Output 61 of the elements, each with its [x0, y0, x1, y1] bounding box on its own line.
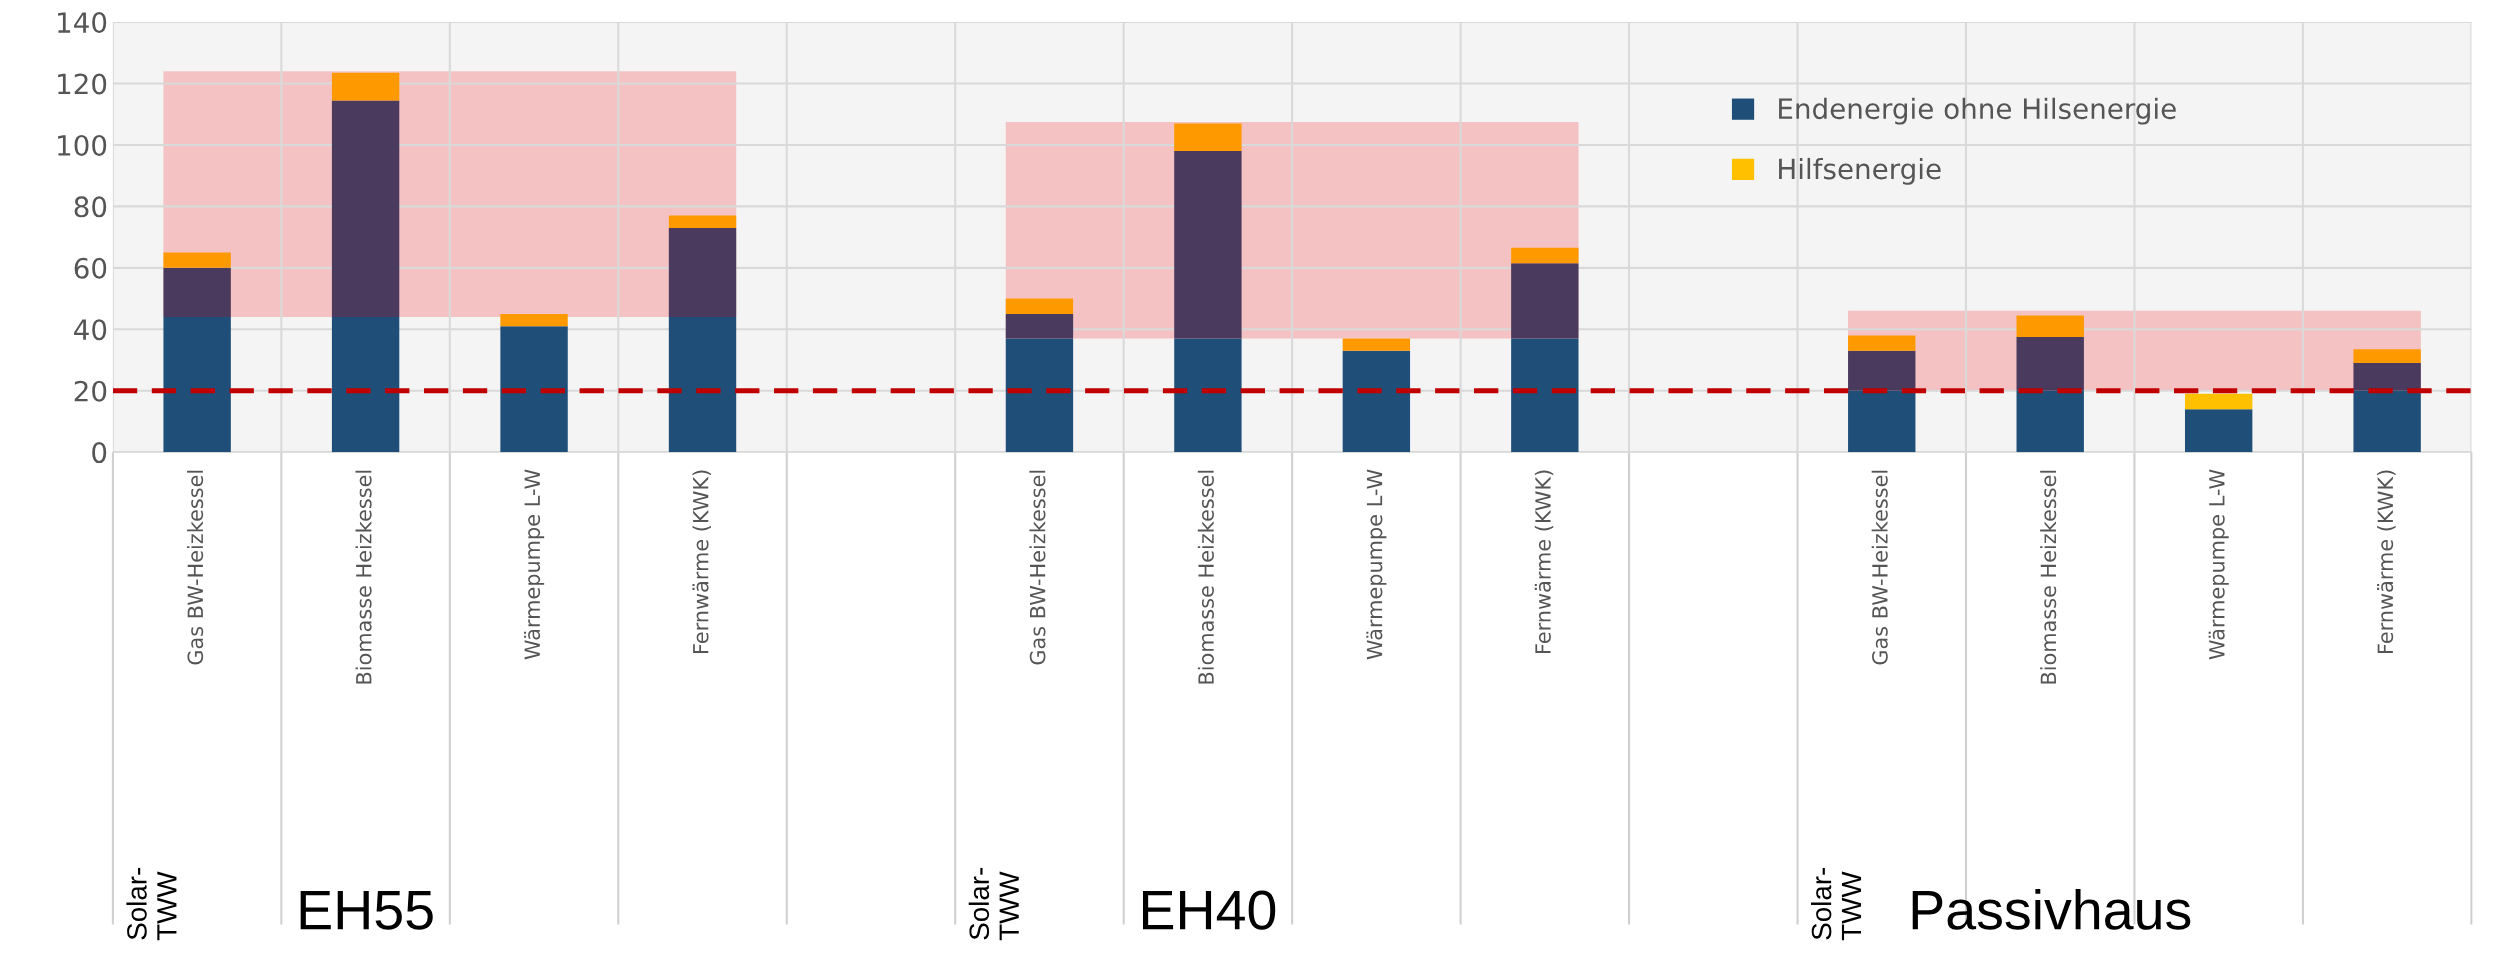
bar [1848, 390, 1916, 453]
text: EH40 [1142, 890, 1276, 930]
bar [331, 100, 400, 317]
y-tick-label: 80 [74, 196, 107, 218]
bar [1848, 350, 1916, 391]
bar [500, 313, 568, 327]
bar [1174, 338, 1242, 453]
x-tick-label: Fernwärme (KWK) [692, 470, 712, 653]
text: Solar- TWW [126, 867, 177, 941]
bar [2353, 390, 2421, 453]
text: Solar- TWW [1811, 867, 1862, 941]
x-tick-label: Wärmepumpe L-W [524, 469, 545, 660]
bar [500, 326, 568, 453]
bar [668, 227, 737, 317]
bar [2353, 363, 2421, 391]
bar [2016, 315, 2084, 337]
bar [1005, 298, 1074, 314]
bar [668, 215, 737, 228]
y-tick-label: 40 [74, 319, 107, 341]
bar [2184, 393, 2253, 410]
bar [1174, 123, 1242, 152]
bar [1174, 151, 1242, 339]
bar [1005, 313, 1074, 339]
y-tick-label: 120 [58, 73, 107, 95]
bar [1511, 247, 1579, 264]
bar [1005, 338, 1074, 453]
x-tick-label: Fernwärme (KWK) [2377, 470, 2396, 653]
bar [331, 316, 400, 453]
bar [1848, 335, 1916, 351]
y-tick-label: 60 [74, 257, 107, 279]
x-tick-label: Biomasse Heizkessel [355, 470, 372, 684]
legend-label: Endenergie ohne Hilsenergie [1779, 97, 2176, 125]
y-tick-label: 20 [74, 380, 107, 402]
x-tick-label: Gas BW-Heizkessel [1029, 470, 1046, 665]
x-tick-label: Wärmepumpe L-W [2208, 469, 2229, 660]
x-tick-label: Gas BW-Heizkessel [1871, 470, 1888, 665]
text: EH55 [300, 891, 433, 930]
bar [1511, 338, 1579, 453]
y-tick-label: 0 [92, 442, 107, 464]
bar [163, 252, 231, 268]
y-tick-label: 100 [58, 134, 107, 156]
bar [1342, 338, 1411, 351]
bar [163, 316, 231, 453]
x-tick-label: Wärmepumpe L-W [1366, 469, 1387, 660]
x-tick-label: Fernwärme (KWK) [1534, 470, 1554, 653]
bar [2016, 336, 2084, 391]
bar [163, 267, 231, 317]
bar [331, 72, 400, 101]
text: Passivhaus [1912, 889, 2191, 930]
bar [1511, 263, 1579, 339]
bar [668, 316, 737, 453]
bar [2184, 409, 2253, 453]
y-tick-label: 140 [58, 12, 107, 34]
x-tick-label: Biomasse Heizkessel [1197, 470, 1214, 684]
x-tick-label: Biomasse Heizkessel [2040, 470, 2057, 684]
legend-label: Hilfsenergie [1779, 157, 1941, 185]
x-tick-label: Gas BW-Heizkessel [187, 470, 204, 665]
bar [1342, 350, 1411, 453]
text: Solar- TWW [968, 867, 1019, 941]
bar [2016, 390, 2084, 453]
bar [2353, 349, 2421, 364]
